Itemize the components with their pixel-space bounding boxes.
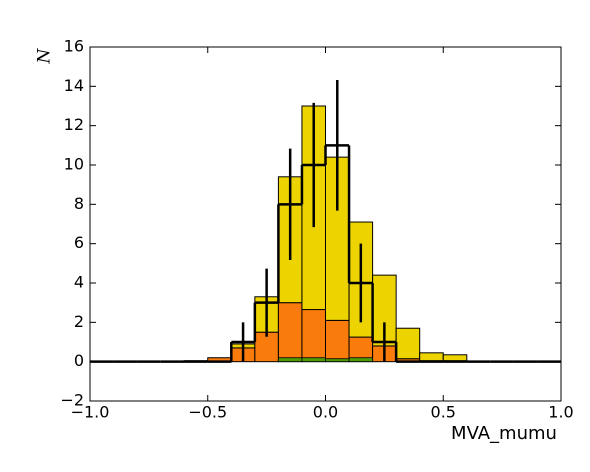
overlay-bar <box>277 357 303 363</box>
y-tick-label: 4 <box>74 273 84 292</box>
x-tick-label: 0.5 <box>431 403 456 422</box>
y-tick-label: −2 <box>60 391 84 410</box>
y-tick-label: 0 <box>74 351 84 370</box>
x-axis-label: MVA_mumu <box>451 423 557 444</box>
x-tick-label: 0.0 <box>313 403 338 422</box>
hist-bar <box>442 354 468 362</box>
x-tick-label: 1.0 <box>548 403 573 422</box>
y-tick-label: 14 <box>64 76 84 95</box>
y-tick-label: 6 <box>74 233 84 252</box>
y-tick-label: 2 <box>74 312 84 331</box>
hist-bar <box>301 309 327 363</box>
hist-bar <box>277 302 303 363</box>
y-tick-label: 10 <box>64 155 84 174</box>
hist-bar <box>325 319 350 363</box>
y-tick-label: 12 <box>64 115 84 134</box>
overlay-bar <box>301 357 326 363</box>
hist-bar <box>395 327 421 360</box>
hist-bar <box>419 352 444 362</box>
overlay-bar <box>325 358 350 363</box>
y-tick-label: 16 <box>64 37 84 56</box>
x-tick-label: −0.5 <box>188 403 227 422</box>
x-tick-label: −1.0 <box>71 403 110 422</box>
y-tick-label: 8 <box>74 194 84 213</box>
overlay-bar <box>348 357 373 363</box>
y-axis-label: N <box>35 47 55 64</box>
